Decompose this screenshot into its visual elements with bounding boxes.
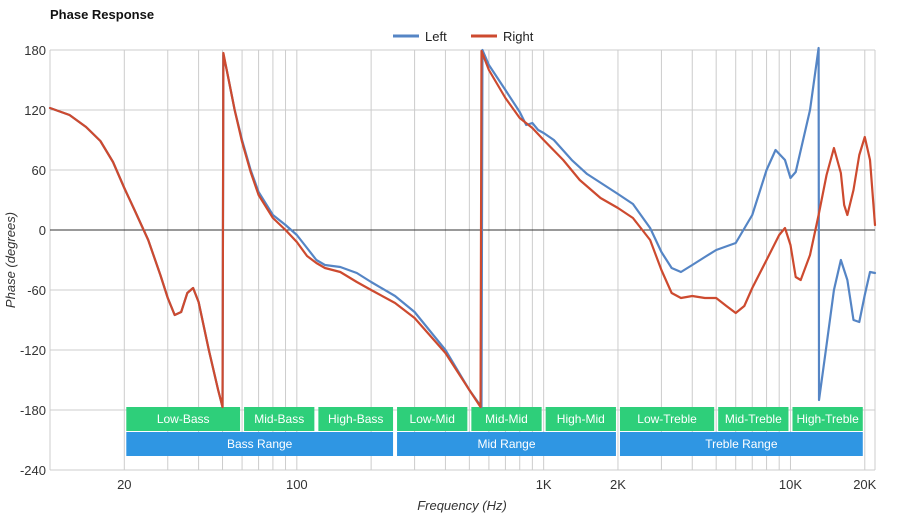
legend: Left Right xyxy=(393,29,534,44)
band-label: High-Mid xyxy=(557,412,605,426)
x-axis-ticks: 20 100 1K 2K 10K 20K xyxy=(117,477,877,492)
y-axis-ticks: 180 120 60 0 -60 -120 -180 -240 xyxy=(20,43,46,478)
x-tick-label: 100 xyxy=(286,477,308,492)
band-low-treble xyxy=(619,407,715,431)
band-mid-bass xyxy=(244,407,315,431)
band-high-bass xyxy=(318,407,394,431)
band-bass-range xyxy=(126,432,394,456)
band-label: High-Bass xyxy=(328,412,383,426)
y-axis-label: Phase (degrees) xyxy=(3,212,18,308)
band-mid-mid xyxy=(471,407,542,431)
y-tick-label: -60 xyxy=(27,283,46,298)
band-label: Bass Range xyxy=(227,437,293,451)
y-tick-label: 120 xyxy=(24,103,46,118)
band-high-treble xyxy=(792,407,863,431)
band-label: Low-Bass xyxy=(157,412,210,426)
x-tick-label: 10K xyxy=(779,477,802,492)
legend-label-left: Left xyxy=(425,29,447,44)
y-tick-label: 180 xyxy=(24,43,46,58)
y-tick-label: 60 xyxy=(32,163,46,178)
band-mid-range xyxy=(397,432,616,456)
band-label: Mid-Treble xyxy=(725,412,782,426)
band-label: Mid-Mid xyxy=(485,412,528,426)
range-bands: Low-Bass Mid-Bass High-Bass Low-Mid Mid-Mid H… xyxy=(126,407,863,456)
x-tick-label: 20K xyxy=(853,477,876,492)
grid xyxy=(49,49,876,471)
y-tick-label: -240 xyxy=(20,463,46,478)
x-tick-label: 1K xyxy=(536,477,552,492)
y-tick-label: -180 xyxy=(20,403,46,418)
legend-label-right: Right xyxy=(503,29,534,44)
band-label: Treble Range xyxy=(705,437,778,451)
x-tick-label: 20 xyxy=(117,477,131,492)
band-label: Low-Mid xyxy=(410,412,455,426)
band-label: Mid-Bass xyxy=(254,412,304,426)
band-label: Mid Range xyxy=(477,437,535,451)
x-axis-label: Frequency (Hz) xyxy=(417,498,507,513)
y-tick-label: -120 xyxy=(20,343,46,358)
chart-title: Phase Response xyxy=(50,7,154,22)
x-tick-label: 2K xyxy=(610,477,626,492)
band-low-mid xyxy=(397,407,468,431)
band-label: Low-Treble xyxy=(637,412,697,426)
y-tick-label: 0 xyxy=(39,223,46,238)
band-low-bass xyxy=(126,407,241,431)
band-treble-range xyxy=(619,432,863,456)
band-high-mid xyxy=(545,407,616,431)
series-line-left xyxy=(48,46,877,409)
series-line-right xyxy=(48,49,877,409)
band-label: High-Treble xyxy=(797,412,860,426)
band-mid-treble xyxy=(718,407,789,431)
series-lines xyxy=(48,46,877,409)
